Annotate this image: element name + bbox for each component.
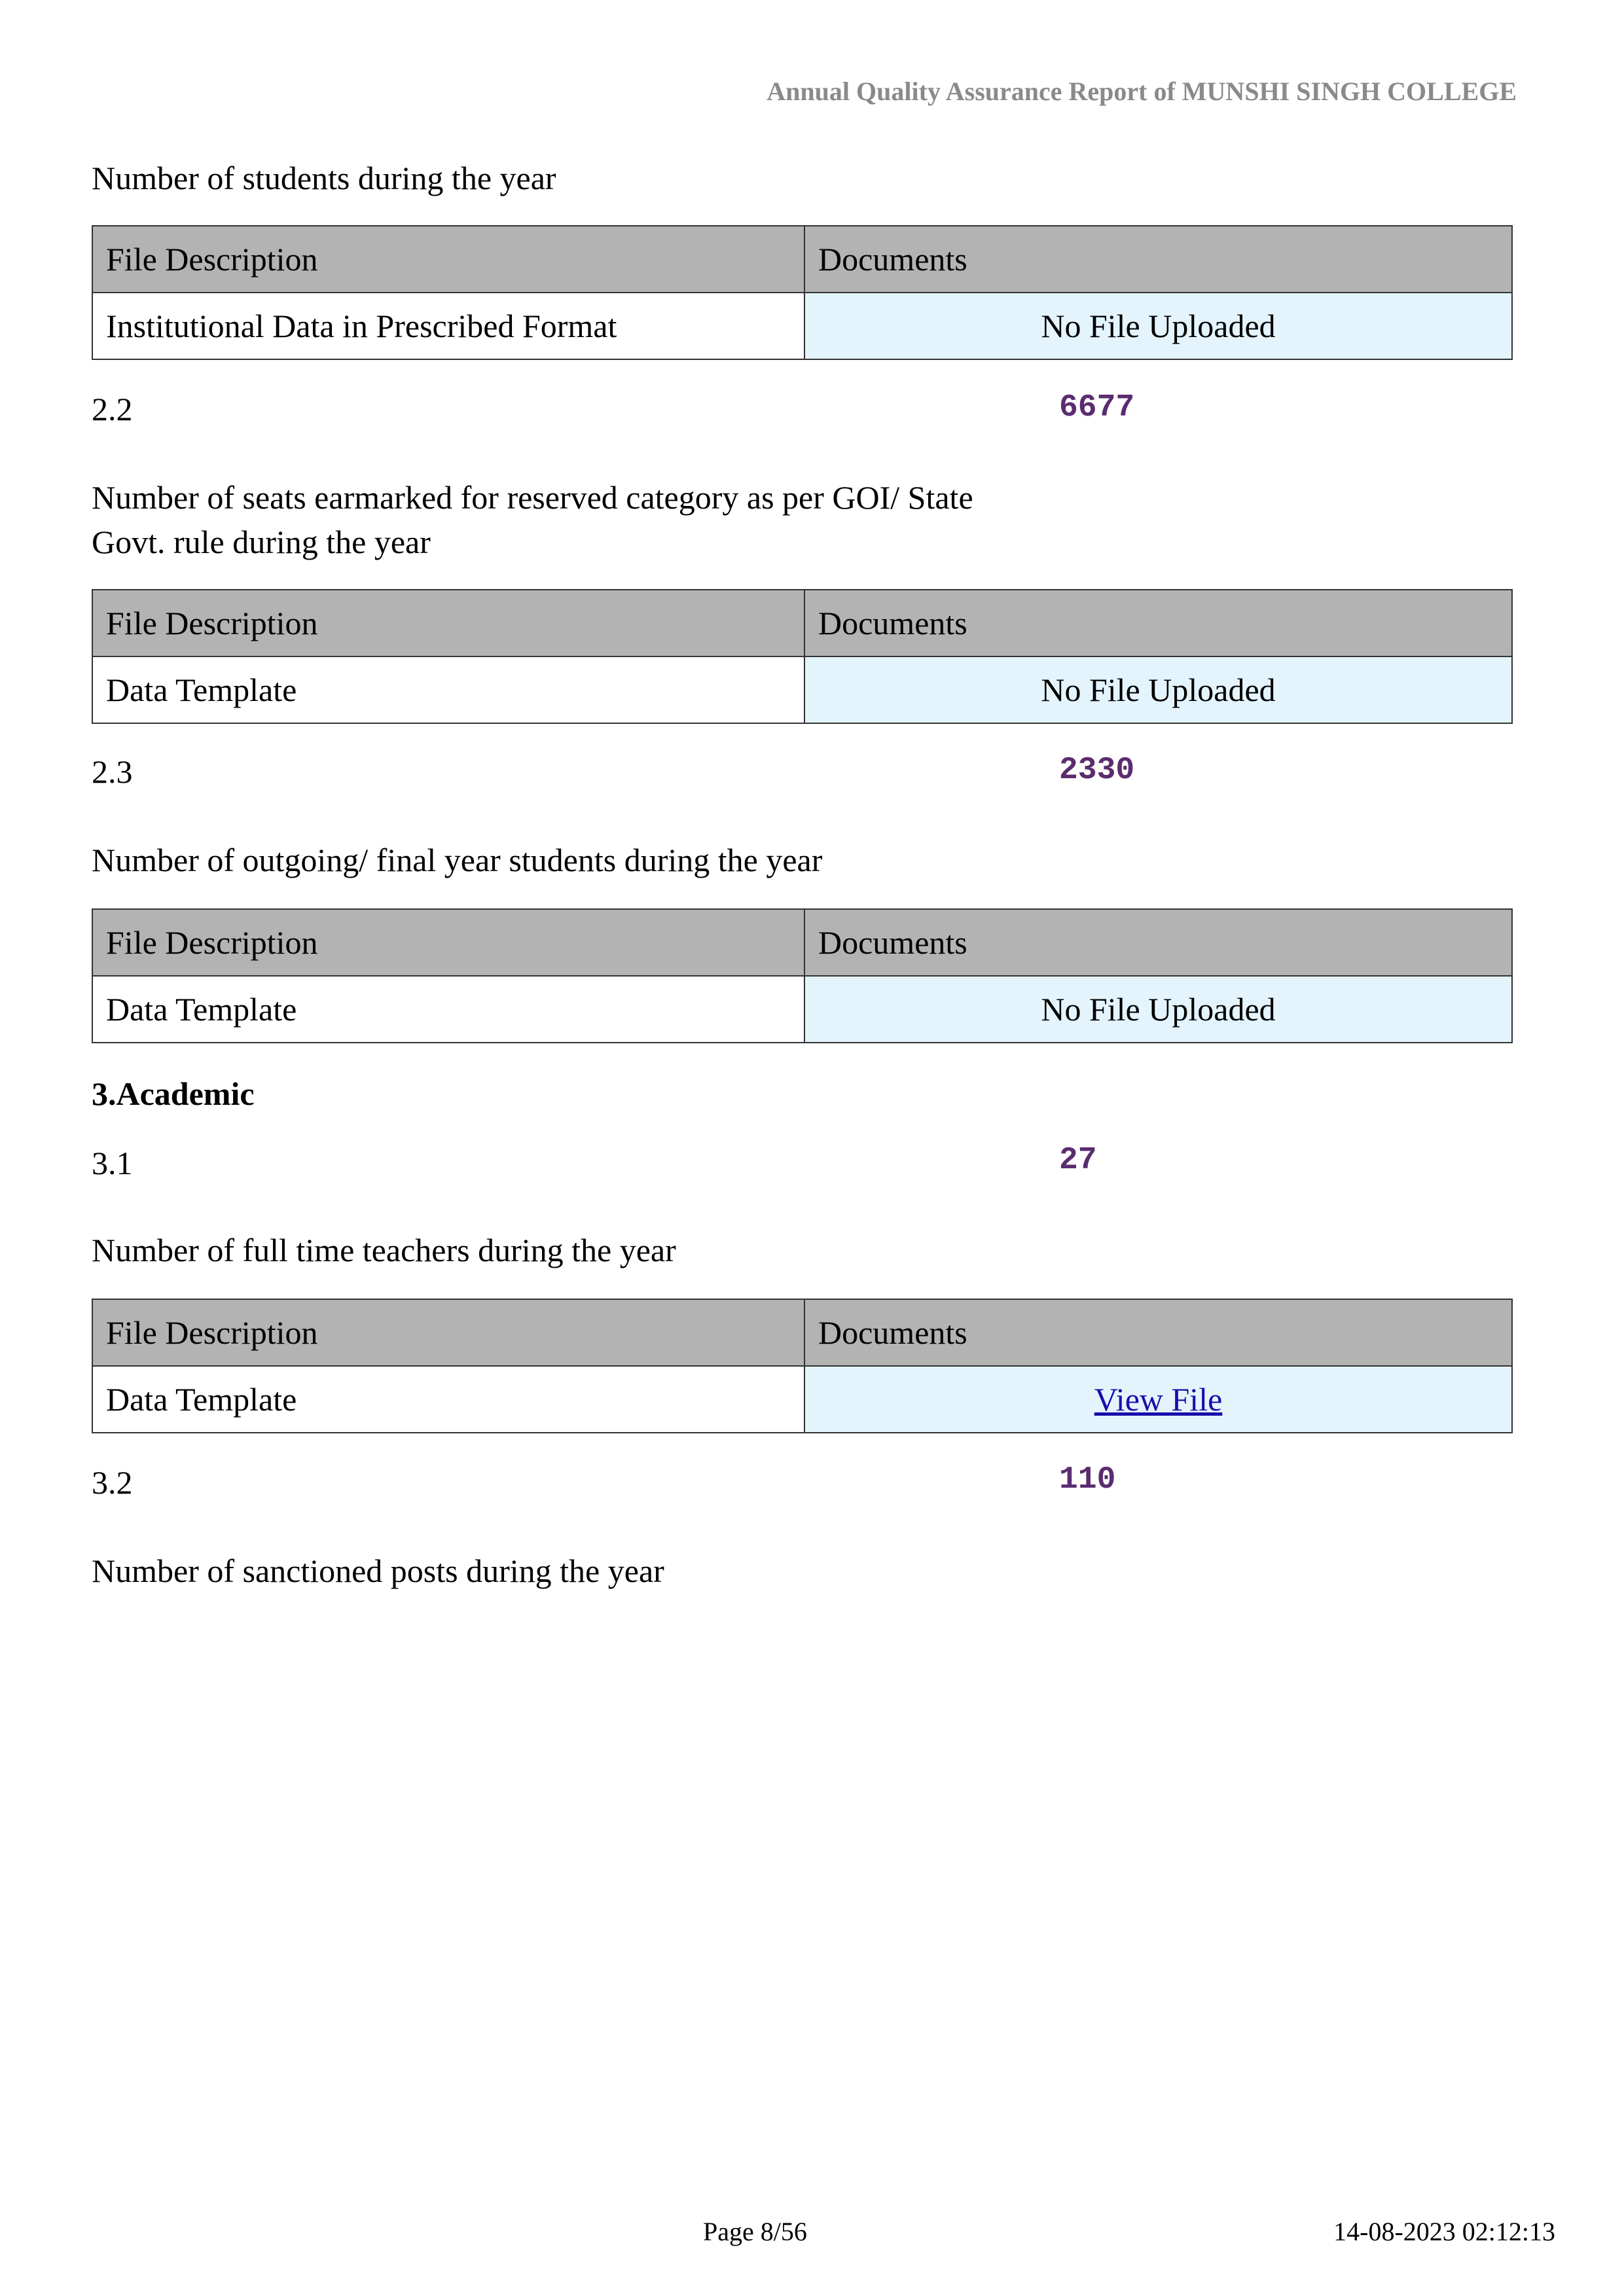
file-description: Data Template xyxy=(92,1365,805,1433)
question-number: 2.2 xyxy=(92,391,133,427)
question-number: 3.1 xyxy=(92,1145,133,1181)
file-table: File Description Documents Data Template N… xyxy=(92,908,1513,1043)
question-label-line: Number of seats earmarked for reserved c… xyxy=(92,479,973,516)
document-status: No File Uploaded xyxy=(804,975,1513,1043)
file-table: File Description Documents Data Template N… xyxy=(92,589,1513,724)
question-label: Number of students during the year xyxy=(92,160,556,196)
question-number: 3.2 xyxy=(92,1464,133,1501)
header-file-description: File Description xyxy=(92,225,805,293)
document-status: No File Uploaded xyxy=(804,292,1513,360)
file-table: File Description Documents Institutional … xyxy=(92,225,1513,360)
question-value: 110 xyxy=(1059,1462,1116,1498)
question-label: Number of sanctioned posts during the ye… xyxy=(92,1552,664,1589)
question-label: Number of outgoing/ final year students … xyxy=(92,842,823,878)
page-number: Page 8/56 xyxy=(703,2217,807,2246)
header-file-description: File Description xyxy=(92,1299,805,1367)
header-documents: Documents xyxy=(804,1299,1513,1367)
header-documents: Documents xyxy=(804,908,1513,977)
section-heading: 3.Academic xyxy=(92,1075,255,1112)
header-documents: Documents xyxy=(804,589,1513,657)
document-cell: View File xyxy=(804,1365,1513,1433)
header-documents: Documents xyxy=(804,225,1513,293)
question-label-line: Govt. rule during the year xyxy=(92,524,431,560)
document-status: No File Uploaded xyxy=(804,656,1513,724)
question-value: 27 xyxy=(1059,1143,1097,1178)
question-number: 2.3 xyxy=(92,753,133,790)
header-file-description: File Description xyxy=(92,908,805,977)
file-description: Data Template xyxy=(92,975,805,1043)
question-label: Number of full time teachers during the … xyxy=(92,1232,676,1268)
view-file-link[interactable]: View File xyxy=(1094,1381,1223,1418)
question-value: 6677 xyxy=(1059,390,1135,425)
header-file-description: File Description xyxy=(92,589,805,657)
file-table: File Description Documents Data Template V… xyxy=(92,1299,1513,1433)
question-label: Number of seats earmarked for reserved c… xyxy=(92,475,973,564)
report-header: Annual Quality Assurance Report of MUNSH… xyxy=(767,77,1517,106)
timestamp: 14-08-2023 02:12:13 xyxy=(1333,2217,1555,2246)
question-value: 2330 xyxy=(1059,753,1135,788)
file-description: Institutional Data in Prescribed Format xyxy=(92,292,805,360)
file-description: Data Template xyxy=(92,656,805,724)
